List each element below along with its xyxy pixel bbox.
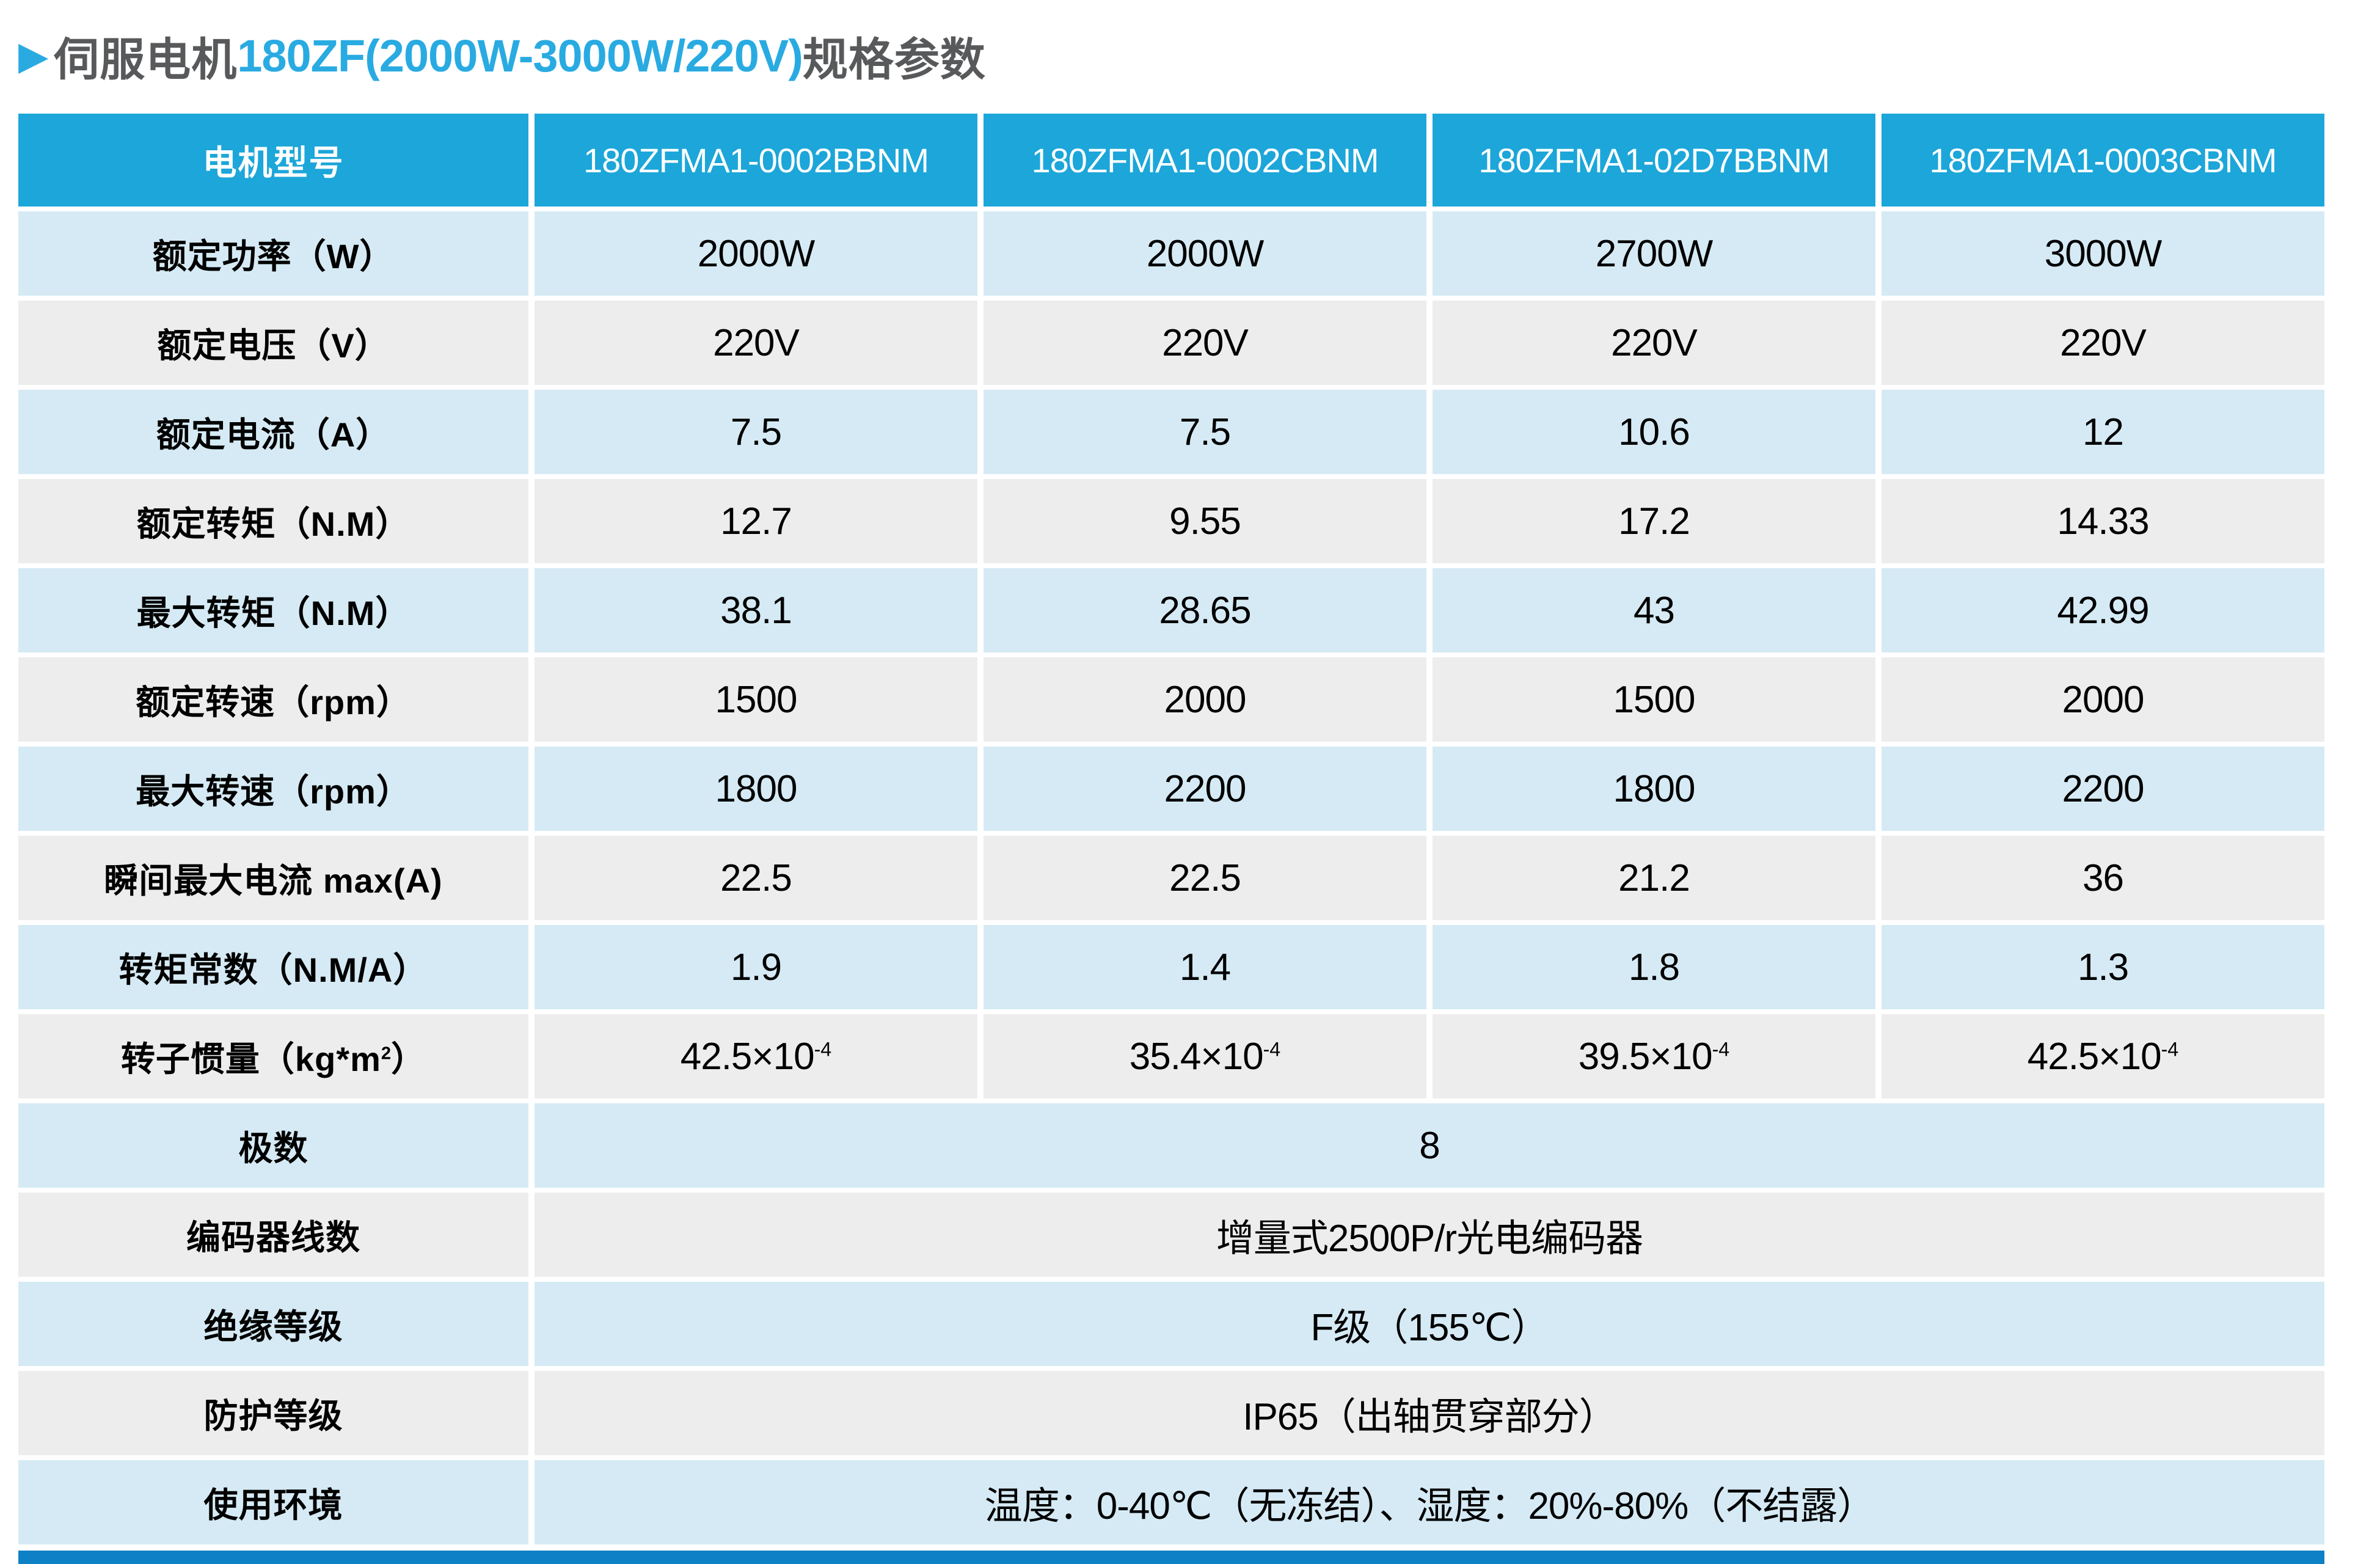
spec-value: 1800: [535, 747, 977, 831]
spec-value: 28.65: [984, 568, 1426, 652]
spec-value: 2000W: [535, 211, 977, 296]
header-model-1: 180ZFMA1-0002BBNM: [535, 114, 977, 206]
table-row-operating-environment: 使用环境 温度：0-40℃（无冻结）、湿度：20%-80%（不结露）: [18, 1460, 2324, 1544]
spec-value: 22.5: [984, 836, 1426, 920]
table-row-rotor-inertia: 转子惯量（kg*m2） 42.5×10-4 35.4×10-4 39.5×10-…: [18, 1014, 2324, 1098]
title-suffix: 规格参数: [802, 34, 986, 85]
header-model-3: 180ZFMA1-02D7BBNM: [1433, 114, 1875, 206]
spec-value: 1.9: [535, 925, 977, 1009]
spec-value: 17.2: [1433, 479, 1875, 563]
spec-value: 35.4×10-4: [984, 1014, 1426, 1098]
table-row-rated-voltage: 额定电压（V） 220V 220V 220V 220V: [18, 301, 2324, 385]
spec-value-merged: 增量式2500P/r光电编码器: [535, 1193, 2324, 1277]
spec-value: 1500: [535, 657, 977, 742]
spec-value: 7.5: [984, 390, 1426, 474]
spec-value: 42.5×10-4: [535, 1014, 977, 1098]
table-row-torque-constant: 转矩常数（N.M/A） 1.9 1.4 1.8 1.3: [18, 925, 2324, 1009]
header-model-4: 180ZFMA1-0003CBNM: [1882, 114, 2324, 206]
spec-value: 21.2: [1433, 836, 1875, 920]
spec-value: 1500: [1433, 657, 1875, 742]
title-prefix: 伺服电机: [54, 34, 238, 85]
spec-value: 2200: [984, 747, 1426, 831]
table-row-rated-power: 额定功率（W） 2000W 2000W 2700W 3000W: [18, 211, 2324, 296]
table-row-rated-speed: 额定转速（rpm） 1500 2000 1500 2000: [18, 657, 2324, 742]
header-model-2: 180ZFMA1-0002CBNM: [984, 114, 1426, 206]
spec-label: 编码器线数: [18, 1193, 528, 1277]
spec-value: 38.1: [535, 568, 977, 652]
motor-spec-table: 电机型号 180ZFMA1-0002BBNM 180ZFMA1-0002CBNM…: [12, 109, 2331, 1549]
spec-label: 绝缘等级: [18, 1282, 528, 1366]
spec-label: 最大转矩（N.M）: [18, 568, 528, 652]
spec-value: 9.55: [984, 479, 1426, 563]
spec-label: 额定功率（W）: [18, 211, 528, 296]
spec-value: 7.5: [535, 390, 977, 474]
spec-value: 1.8: [1433, 925, 1875, 1009]
spec-label: 极数: [18, 1103, 528, 1188]
spec-value: 220V: [984, 301, 1426, 385]
table-row-insulation-class: 绝缘等级 F级（155℃）: [18, 1282, 2324, 1366]
spec-label: 瞬间最大电流 max(A): [18, 836, 528, 920]
header-row: 电机型号 180ZFMA1-0002BBNM 180ZFMA1-0002CBNM…: [18, 114, 2324, 206]
spec-value: 1.4: [984, 925, 1426, 1009]
spec-value: 14.33: [1882, 479, 2324, 563]
spec-label: 额定转速（rpm）: [18, 657, 528, 742]
spec-label: 转矩常数（N.M/A）: [18, 925, 528, 1009]
table-row-pole-number: 极数 8: [18, 1103, 2324, 1188]
spec-value: 42.99: [1882, 568, 2324, 652]
spec-label: 防护等级: [18, 1371, 528, 1455]
spec-value: 220V: [1882, 301, 2324, 385]
table-row-max-torque: 最大转矩（N.M） 38.1 28.65 43 42.99: [18, 568, 2324, 652]
spec-value-merged: 温度：0-40℃（无冻结）、湿度：20%-80%（不结露）: [535, 1460, 2324, 1544]
spec-label: 额定电流（A）: [18, 390, 528, 474]
spec-value: 2000W: [984, 211, 1426, 296]
spec-label: 最大转速（rpm）: [18, 747, 528, 831]
title-arrow-icon: ▶: [18, 34, 49, 78]
spec-value: 43: [1433, 568, 1875, 652]
spec-value: 22.5: [535, 836, 977, 920]
table-row-encoder-lines: 编码器线数 增量式2500P/r光电编码器: [18, 1193, 2324, 1277]
spec-value: 1.3: [1882, 925, 2324, 1009]
table-row-rated-torque: 额定转矩（N.M） 12.7 9.55 17.2 14.33: [18, 479, 2324, 563]
spec-value: 220V: [535, 301, 977, 385]
header-motor-model-label: 电机型号: [18, 114, 528, 206]
spec-label: 使用环境: [18, 1460, 528, 1544]
spec-value: 3000W: [1882, 211, 2324, 296]
spec-value: 42.5×10-4: [1882, 1014, 2324, 1098]
table-row-max-speed: 最大转速（rpm） 1800 2200 1800 2200: [18, 747, 2324, 831]
spec-value: 2700W: [1433, 211, 1875, 296]
spec-value: 220V: [1433, 301, 1875, 385]
spec-value: 12: [1882, 390, 2324, 474]
spec-value: 2000: [1882, 657, 2324, 742]
spec-label: 额定转矩（N.M）: [18, 479, 528, 563]
spec-label: 额定电压（V）: [18, 301, 528, 385]
spec-value: 36: [1882, 836, 2324, 920]
spec-label: 转子惯量（kg*m2）: [18, 1014, 528, 1098]
spec-value: 2200: [1882, 747, 2324, 831]
spec-value: 2000: [984, 657, 1426, 742]
spec-value: 39.5×10-4: [1433, 1014, 1875, 1098]
spec-value-merged: IP65（出轴贯穿部分）: [535, 1371, 2324, 1455]
table-row-instant-max-current: 瞬间最大电流 max(A) 22.5 22.5 21.2 36: [18, 836, 2324, 920]
spec-value: 12.7: [535, 479, 977, 563]
table-row-rated-current: 额定电流（A） 7.5 7.5 10.6 12: [18, 390, 2324, 474]
table-row-protection-class: 防护等级 IP65（出轴贯穿部分）: [18, 1371, 2324, 1455]
page-title: ▶ 伺服电机 180ZF(2000W-3000W/220V) 规格参数: [18, 16, 2380, 95]
spec-value-merged: 8: [535, 1103, 2324, 1188]
spec-value-merged: F级（155℃）: [535, 1282, 2324, 1366]
spec-value: 10.6: [1433, 390, 1875, 474]
table-bottom-accent-bar: [18, 1551, 2324, 1564]
spec-value: 1800: [1433, 747, 1875, 831]
title-model-range: 180ZF(2000W-3000W/220V): [237, 30, 803, 81]
